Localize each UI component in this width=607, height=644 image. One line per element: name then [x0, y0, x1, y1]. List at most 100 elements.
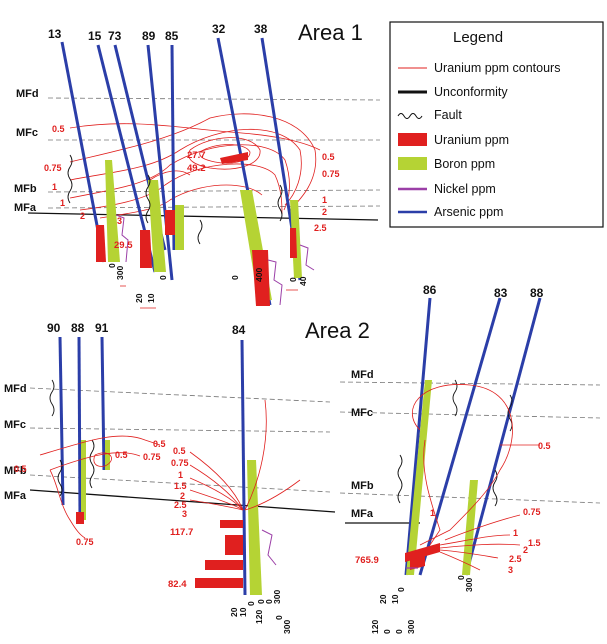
hole-label: 88 [530, 286, 544, 300]
svg-text:10: 10 [146, 293, 156, 303]
svg-text:120: 120 [370, 620, 380, 634]
value-label: 765.9 [355, 555, 379, 566]
contour-label: 0.75 [523, 507, 541, 517]
drillhole-88 [464, 297, 542, 576]
contour-label: 1.5 [174, 481, 187, 491]
contour-label: 1 [60, 198, 65, 208]
hole-label: 89 [142, 29, 156, 43]
svg-text:0: 0 [288, 277, 298, 282]
drillhole-86 [404, 297, 432, 576]
area-2-right-scales: 20 10 0 120 0 0 300 0 300 [370, 575, 474, 634]
area-1-drillholes [60, 37, 315, 306]
drillhole-89 [146, 44, 174, 281]
svg-text:10: 10 [390, 594, 400, 604]
contour-label: 0.5 [52, 124, 65, 134]
hole-label: 84 [232, 323, 246, 337]
svg-text:120: 120 [254, 610, 264, 624]
mfd-boundary [29, 387, 331, 403]
hole-label: 83 [494, 286, 508, 300]
area-1-title: Area 1 [298, 20, 363, 45]
contour-label: 0.75 [322, 169, 340, 179]
unit-label-mfa: MFa [14, 202, 37, 214]
svg-text:0: 0 [394, 629, 404, 634]
area-1-panel: Area 1 MFd MFc MFb MFa [14, 20, 381, 309]
mfd-boundary [47, 97, 381, 101]
unit-label-mfd: MFd [4, 383, 27, 395]
mfd-boundary [339, 381, 601, 386]
svg-text:0: 0 [230, 275, 240, 280]
svg-text:400: 400 [254, 268, 264, 282]
mfb-boundary [47, 189, 381, 193]
unit-label-mfb: MFb [14, 183, 37, 195]
hole-label: 38 [254, 22, 268, 36]
contour-label: 2 [523, 545, 528, 555]
hole-label: 32 [212, 22, 226, 36]
value-label: 117.7 [170, 527, 193, 538]
area-2-left-contours [39, 435, 161, 539]
contour-label: 0.5 [322, 152, 335, 162]
hole-label: 90 [47, 321, 61, 335]
unit-label-mfc: MFc [16, 127, 38, 139]
area-2-panel: Area 2 MFd MFc MFb MFa 90 [4, 283, 601, 634]
unit-label-mfc: MFc [351, 407, 373, 419]
svg-text:0: 0 [274, 615, 284, 620]
contour-label: 0.75 [143, 452, 161, 462]
drillhole-84 [240, 339, 247, 596]
contour-label: 3 [182, 509, 187, 519]
unit-label-mfd: MFd [16, 88, 39, 100]
area-2-left-drillholes [58, 336, 110, 524]
contour-label: 0.75 [171, 458, 189, 468]
area-2-mid-contours [189, 399, 301, 511]
hole-label: 88 [71, 321, 85, 335]
mfc-boundary [29, 427, 331, 433]
svg-text:0: 0 [158, 275, 168, 280]
mfa-boundary [47, 205, 381, 209]
legend-item: Uranium ppm contours [434, 61, 560, 75]
contour-label: 0.5 [173, 446, 186, 456]
drillhole-83 [418, 297, 502, 576]
svg-text:300: 300 [464, 578, 474, 592]
contour-label: 0.5 [14, 464, 27, 474]
contour-label: 3 [117, 216, 122, 226]
legend-item: Unconformity [434, 85, 508, 99]
unit-label-mfd: MFd [351, 369, 374, 381]
contour-label: 0.5 [115, 450, 128, 460]
area-1-faults [67, 154, 283, 245]
contour-label: 1 [513, 528, 518, 538]
area-2-title: Area 2 [305, 318, 370, 343]
svg-text:40: 40 [298, 276, 308, 286]
drillhole-90 [58, 336, 65, 506]
contour-label: 1 [430, 508, 435, 518]
area-2-right-faults [397, 379, 513, 507]
area-1-scales: 300 0 20 10 0 0 400 0 40 [107, 263, 308, 309]
legend-item: Arsenic ppm [434, 205, 503, 219]
contour-label: 1 [322, 195, 327, 205]
svg-text:0: 0 [256, 599, 266, 604]
svg-text:20: 20 [378, 594, 388, 604]
area-2-mid-drillhole [195, 339, 277, 596]
hole-label: 15 [88, 29, 102, 43]
legend: Legend Uranium ppm contours Unconformity… [389, 21, 604, 228]
contour-label: 0.5 [153, 439, 166, 449]
hole-label: 13 [48, 27, 62, 41]
unit-label-mfb: MFb [351, 480, 374, 492]
contour-label: 1.5 [528, 538, 541, 548]
contour-label: 0.5 [538, 441, 551, 451]
boron-symbol-icon [398, 157, 427, 170]
legend-item: Uranium ppm [434, 133, 509, 147]
svg-text:300: 300 [282, 620, 292, 634]
contour-label: 0.75 [44, 163, 62, 173]
svg-text:20: 20 [229, 607, 239, 617]
contour-label: 1 [52, 182, 57, 192]
unit-label-mfb: MFb [4, 465, 27, 477]
value-label: 29.5 [114, 240, 133, 251]
fault-symbol-icon [397, 113, 423, 119]
drillhole-88 [77, 336, 82, 521]
value-label: 49.2 [187, 163, 206, 174]
legend-item: Fault [434, 108, 462, 122]
legend-item: Boron ppm [434, 157, 495, 171]
contour-label: 0.75 [76, 537, 94, 547]
svg-text:0: 0 [107, 263, 117, 268]
hole-label: 86 [423, 283, 437, 297]
